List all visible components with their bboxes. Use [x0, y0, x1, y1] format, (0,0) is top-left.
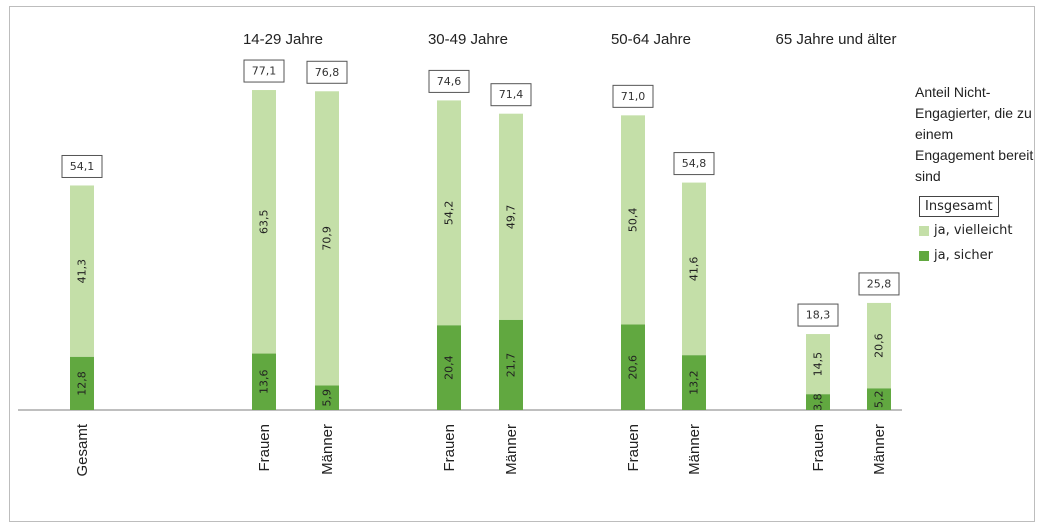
data-label-sicher: 20,4 — [443, 355, 456, 380]
total-value-label: 76,8 — [315, 66, 340, 79]
bar-segment-vielleicht — [70, 185, 94, 357]
bar-segment-sicher — [682, 355, 706, 410]
data-label-vielleicht: 14,5 — [812, 352, 825, 377]
total-value-box — [490, 83, 532, 107]
total-value-label: 18,3 — [806, 309, 831, 322]
category-label: Gesamt — [74, 423, 91, 476]
total-value-box — [243, 59, 285, 83]
category-label: Frauen — [441, 424, 458, 472]
bar-segment-vielleicht — [806, 334, 830, 395]
category-label: Frauen — [256, 424, 273, 472]
bar-segment-sicher — [867, 388, 891, 410]
legend-swatch-sicher — [919, 250, 929, 261]
data-label-sicher: 21,7 — [505, 353, 518, 378]
group-label: 50-64 Jahre — [611, 31, 691, 48]
group-label: 30-49 Jahre — [428, 31, 508, 48]
data-label-vielleicht: 54,2 — [443, 201, 456, 226]
total-value-box — [858, 272, 900, 296]
chart-frame: 14-29 Jahre 30-49 Jahre 50-64 Jahre 65 Jahr… — [9, 6, 1035, 522]
total-value-box — [797, 303, 839, 327]
legend-swatch-vielleicht — [919, 225, 929, 236]
legend-label-vielleicht: ja, vielleicht — [934, 223, 1013, 238]
stacked-bar-chart: 14-29 Jahre 30-49 Jahre 50-64 Jahre 65 Jahr… — [18, 31, 902, 477]
data-label-vielleicht: 70,9 — [321, 226, 334, 251]
data-label-vielleicht: 20,6 — [873, 333, 886, 358]
data-label-vielleicht: 63,5 — [258, 210, 271, 235]
data-label-sicher: 12,8 — [76, 371, 89, 396]
bar-segment-vielleicht — [867, 302, 891, 389]
bar-segment-sicher — [499, 319, 523, 410]
data-label-sicher: 13,2 — [688, 370, 701, 395]
group-label: 65 Jahre und älter — [776, 31, 897, 48]
bar-segment-sicher — [806, 394, 830, 410]
bar-segment-sicher — [315, 385, 339, 410]
total-value-box — [61, 154, 103, 178]
data-label-vielleicht: 50,4 — [627, 208, 640, 233]
data-label-vielleicht: 49,7 — [505, 205, 518, 230]
data-label-sicher: 5,9 — [321, 389, 334, 407]
data-label-vielleicht: 41,3 — [76, 259, 89, 284]
total-value-box — [306, 60, 348, 84]
bar-segment-vielleicht — [621, 115, 645, 325]
bar-segment-sicher — [437, 325, 461, 410]
legend: Anteil Nicht-Engagierter, die zu einem E… — [915, 82, 1035, 263]
bar-segment-vielleicht — [682, 182, 706, 356]
bar-segment-sicher — [70, 356, 94, 410]
category-label: Männer — [686, 424, 703, 475]
category-label: Frauen — [810, 424, 827, 472]
bar-segment-sicher — [621, 324, 645, 410]
legend-label-sicher: ja, sicher — [934, 248, 993, 263]
total-value-box — [612, 84, 654, 108]
legend-title: Anteil Nicht-Engagierter, die zu einem E… — [915, 84, 1034, 184]
data-label-vielleicht: 41,6 — [688, 257, 701, 282]
bar-segment-vielleicht — [437, 100, 461, 326]
data-label-sicher: 20,6 — [627, 355, 640, 380]
total-value-label: 54,1 — [70, 160, 95, 173]
category-label: Frauen — [625, 424, 642, 472]
total-value-box — [673, 152, 715, 176]
total-value-label: 71,0 — [621, 90, 646, 103]
total-value-label: 77,1 — [252, 65, 277, 78]
total-value-label: 74,6 — [437, 75, 462, 88]
category-label: Männer — [871, 424, 888, 475]
total-value-label: 54,8 — [682, 157, 707, 170]
bar-segment-vielleicht — [499, 113, 523, 320]
total-value-label: 25,8 — [867, 277, 892, 290]
bar-segment-vielleicht — [252, 90, 276, 354]
category-label: Männer — [503, 424, 520, 475]
group-label: 14-29 Jahre — [243, 31, 323, 48]
legend-item-sicher: ja, sicher — [919, 248, 1035, 263]
bar-segment-vielleicht — [315, 91, 339, 386]
data-label-sicher: 5,2 — [873, 390, 886, 408]
total-value-label: 71,4 — [499, 88, 524, 101]
bar-segment-sicher — [252, 353, 276, 410]
legend-item-vielleicht: ja, vielleicht — [919, 223, 1035, 238]
category-label: Männer — [319, 424, 336, 475]
data-label-sicher: 3,8 — [812, 393, 825, 411]
total-value-box — [428, 69, 470, 93]
data-label-sicher: 13,6 — [258, 370, 271, 395]
legend-total-label: Insgesamt — [919, 196, 999, 217]
